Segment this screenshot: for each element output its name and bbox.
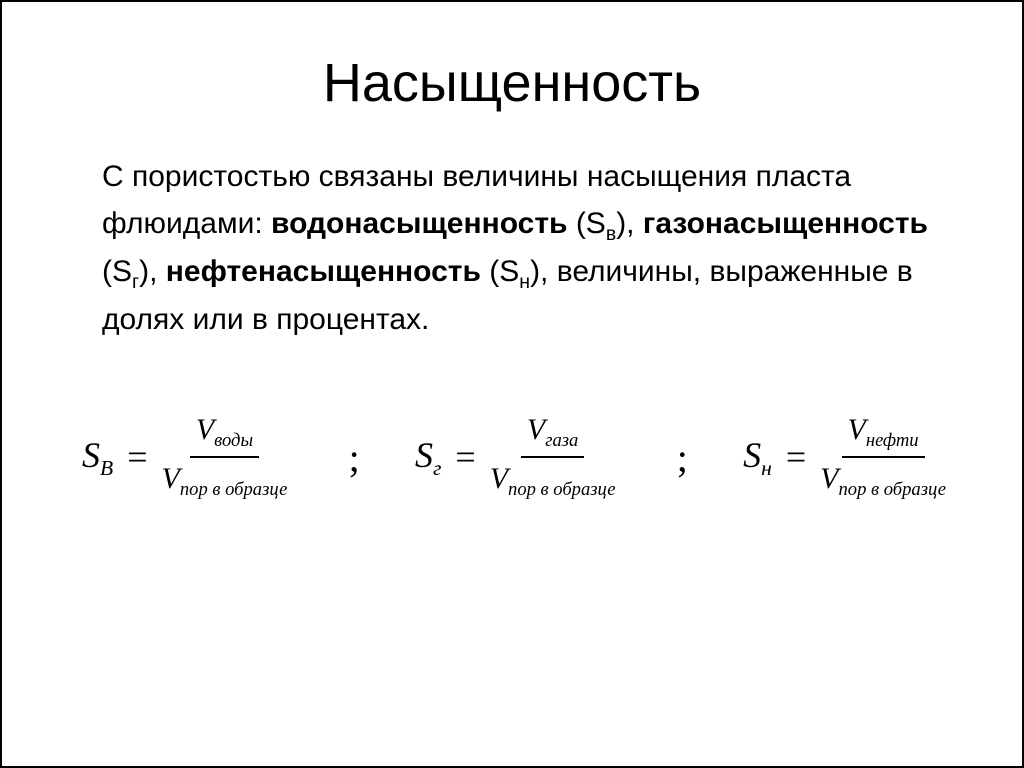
subscript: в [606,223,616,245]
subscript: пор в образце [838,479,946,500]
equals-sign: = [786,436,806,478]
denominator: Vпор в образце [484,458,622,501]
equation-gas: Sг = Vгаза Vпор в образце [415,413,622,501]
lhs: SВ [82,434,113,481]
var-V: V [196,413,214,446]
denominator: Vпор в образце [814,458,952,501]
numerator: Vводы [190,413,259,458]
slide-title: Насыщенность [62,52,962,114]
term-oil: нефтенасыщенность [166,255,481,288]
subscript: В [100,456,113,480]
text-span: ), [616,207,643,240]
subscript: пор в образце [180,479,288,500]
var-S: S [743,435,761,475]
subscript: н [761,456,772,480]
text-span: (S [102,255,132,288]
equals-sign: = [455,436,475,478]
subscript: н [519,271,530,293]
var-V: V [490,462,508,495]
equation-oil: Sн = Vнефти Vпор в образце [743,413,952,501]
equation-water: SВ = Vводы Vпор в образце [82,413,293,501]
denominator: Vпор в образце [156,458,294,501]
subscript: г [433,456,441,480]
body-paragraph: С пористостью связаны величины насыщения… [102,154,942,343]
numerator: Vнефти [842,413,925,458]
term-gas: газонасыщенность [643,207,928,240]
fraction: Vнефти Vпор в образце [814,413,952,501]
lhs: Sн [743,434,772,481]
fraction: Vводы Vпор в образце [156,413,294,501]
subscript: нефти [866,430,919,451]
text-span: (S [567,207,605,240]
fraction: Vгаза Vпор в образце [484,413,622,501]
slide-frame: Насыщенность С пористостью связаны велич… [0,0,1024,768]
formulas-row: SВ = Vводы Vпор в образце ; Sг = Vгаза [62,413,962,501]
subscript: газа [545,430,578,451]
var-V: V [820,462,838,495]
text-span: (S [481,255,519,288]
separator: ; [677,434,688,481]
var-S: S [415,435,433,475]
term-water: водонасыщенность [271,207,567,240]
separator: ; [349,434,360,481]
var-S: S [82,435,100,475]
lhs: Sг [415,434,441,481]
equals-sign: = [127,436,147,478]
numerator: Vгаза [521,413,584,458]
text-span: ), [139,255,166,288]
var-V: V [162,462,180,495]
var-V: V [848,413,866,446]
subscript: пор в образце [508,479,616,500]
subscript: воды [214,430,253,451]
var-V: V [527,413,545,446]
